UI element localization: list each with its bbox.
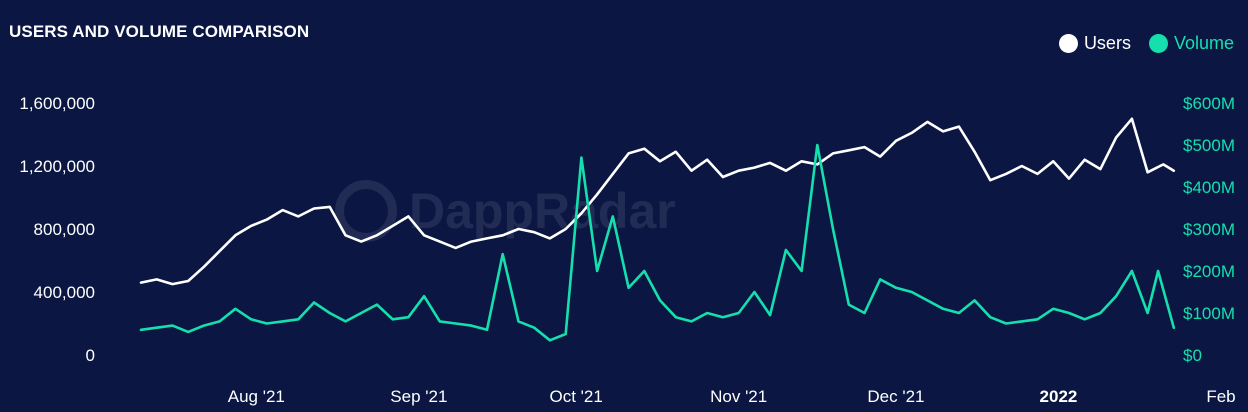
y-left-tick-label: 1,200,000: [19, 157, 95, 176]
y-right-tick-label: $200M: [1183, 262, 1235, 281]
series-line-users[interactable]: [139, 117, 1176, 286]
dappradar-logo-icon: [335, 180, 397, 242]
x-tick-label: Oct '21: [549, 387, 602, 406]
watermark: DappRadar: [335, 180, 676, 242]
legend-label-volume: Volume: [1173, 33, 1234, 53]
y-right-tick-label: $300M: [1183, 220, 1235, 239]
legend-label-users: Users: [1083, 33, 1131, 53]
x-tick-label: Feb: [1206, 387, 1235, 406]
y-left-tick-label: 0: [86, 346, 95, 365]
legend-dot-volume-icon: [1148, 34, 1168, 53]
x-tick-label: Aug '21: [228, 387, 285, 406]
x-tick-label: Sep '21: [390, 387, 447, 406]
x-tick-label: 2022: [1040, 387, 1078, 406]
chart-legend: Users Volume: [1058, 33, 1234, 54]
watermark-text: DappRadar: [409, 183, 676, 239]
y-left-tick-label: 800,000: [34, 220, 95, 239]
y-right-tick-label: $500M: [1183, 136, 1235, 155]
y-left-tick-label: 400,000: [34, 283, 95, 302]
series-line-volume[interactable]: [139, 143, 1176, 342]
x-tick-label: Dec '21: [867, 387, 924, 406]
y-left-tick-label: 1,600,000: [19, 94, 95, 113]
legend-item-users[interactable]: Users: [1058, 33, 1131, 54]
y-right-tick-label: $600M: [1183, 94, 1235, 113]
y-right-tick-label: $0: [1183, 346, 1202, 365]
y-right-tick-label: $400M: [1183, 178, 1235, 197]
x-tick-label: Nov '21: [710, 387, 767, 406]
y-right-tick-label: $100M: [1183, 304, 1235, 323]
legend-dot-users-icon: [1058, 34, 1078, 53]
chart-title: USERS AND VOLUME COMPARISON: [9, 22, 310, 41]
legend-item-volume[interactable]: Volume: [1148, 33, 1234, 54]
